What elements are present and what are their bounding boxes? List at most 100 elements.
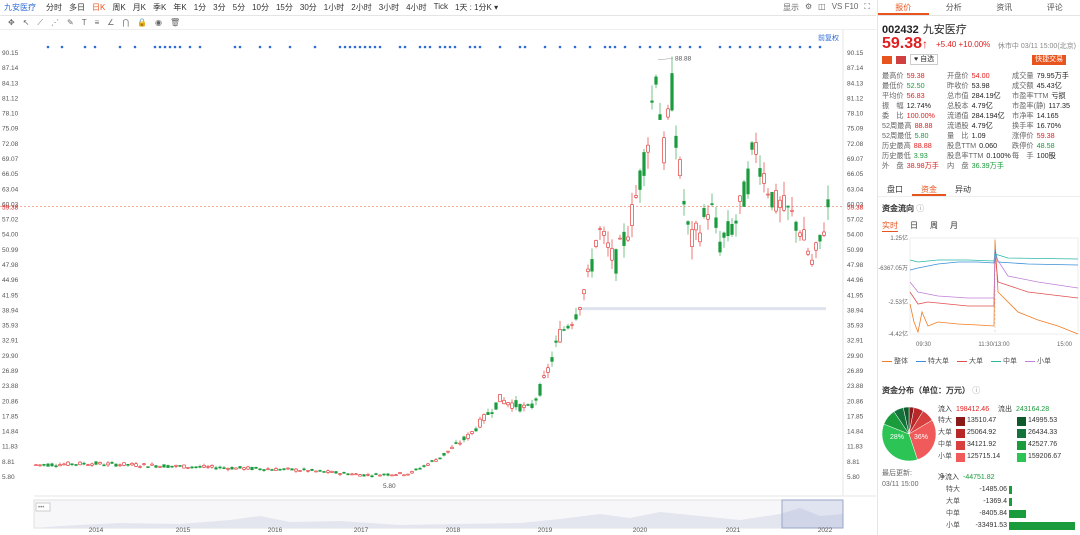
gear-icon[interactable]: ⚙ bbox=[804, 2, 813, 11]
timeframe-14[interactable]: 2小时 bbox=[351, 3, 372, 12]
event-marker[interactable] bbox=[373, 45, 377, 49]
event-marker[interactable] bbox=[808, 45, 812, 49]
event-marker[interactable] bbox=[153, 45, 157, 49]
right-tab-0[interactable]: 报价 bbox=[878, 0, 929, 15]
right-tab-2[interactable]: 资讯 bbox=[996, 3, 1013, 12]
event-marker[interactable] bbox=[158, 45, 162, 49]
crosshair-icon[interactable]: ✥ bbox=[8, 18, 15, 27]
navigator-window[interactable] bbox=[781, 499, 844, 529]
timeframe-10[interactable]: 10分 bbox=[252, 3, 269, 12]
event-marker[interactable] bbox=[738, 45, 742, 49]
lock-icon[interactable]: 🔒 bbox=[137, 18, 147, 27]
timeframe-7[interactable]: 1分 bbox=[193, 3, 207, 12]
timeframe-9[interactable]: 5分 bbox=[232, 3, 246, 12]
compare-marks[interactable]: VS F10 bbox=[831, 2, 859, 11]
event-marker[interactable] bbox=[358, 45, 362, 49]
event-marker[interactable] bbox=[448, 45, 452, 49]
event-marker[interactable] bbox=[798, 45, 802, 49]
event-marker[interactable] bbox=[288, 45, 292, 49]
flow-tab-2[interactable]: 周 bbox=[930, 221, 938, 230]
event-marker[interactable] bbox=[543, 45, 547, 49]
fullscreen-icon[interactable]: ⛶ bbox=[864, 2, 870, 11]
line-tool-icon[interactable]: ⟋ bbox=[37, 17, 44, 27]
event-marker[interactable] bbox=[268, 45, 272, 49]
event-marker[interactable] bbox=[603, 45, 607, 49]
event-marker[interactable] bbox=[118, 45, 122, 49]
timeframe-5[interactable]: 季K bbox=[153, 3, 167, 12]
event-marker[interactable] bbox=[478, 45, 482, 49]
event-marker[interactable] bbox=[378, 45, 382, 49]
event-marker[interactable] bbox=[688, 45, 692, 49]
pointer-icon[interactable]: ↖ bbox=[22, 18, 30, 27]
flow-tab-0[interactable]: 实时 bbox=[882, 221, 898, 232]
event-marker[interactable] bbox=[423, 45, 427, 49]
quick-trade-button[interactable]: 快捷交易 bbox=[1032, 54, 1067, 65]
event-marker[interactable] bbox=[498, 45, 502, 49]
trash-icon[interactable]: 🗑 bbox=[169, 18, 181, 27]
event-marker[interactable] bbox=[638, 45, 642, 49]
add-watchlist-button[interactable]: ♥ 自选 bbox=[910, 54, 939, 65]
sub-tab-2[interactable]: 异动 bbox=[955, 185, 971, 194]
event-marker[interactable] bbox=[518, 45, 522, 49]
event-marker[interactable] bbox=[778, 45, 782, 49]
event-marker[interactable] bbox=[468, 45, 472, 49]
event-marker[interactable] bbox=[473, 45, 477, 49]
timeframe-12[interactable]: 30分 bbox=[299, 3, 317, 12]
event-marker[interactable] bbox=[613, 45, 617, 49]
info-icon[interactable]: ⓘ bbox=[916, 204, 925, 213]
event-marker[interactable] bbox=[718, 45, 722, 49]
event-marker[interactable] bbox=[168, 45, 172, 49]
kline-chart-area[interactable]: 90.15 90.15 87.14 87.14 84.13 84.13 81.12 81.12… bbox=[0, 30, 876, 535]
period-select[interactable]: 1天 : 1分K ▾ bbox=[454, 3, 499, 12]
timeframe-15[interactable]: 3小时 bbox=[378, 3, 400, 12]
event-marker[interactable] bbox=[238, 45, 242, 49]
magnet-icon[interactable]: ⋂ bbox=[122, 18, 130, 27]
event-marker[interactable] bbox=[178, 45, 182, 49]
event-marker[interactable] bbox=[46, 45, 50, 49]
event-marker[interactable] bbox=[403, 45, 407, 49]
event-marker[interactable] bbox=[698, 45, 702, 49]
timeframe-8[interactable]: 3分 bbox=[213, 3, 226, 12]
timeframe-17[interactable]: Tick bbox=[433, 2, 448, 11]
event-marker[interactable] bbox=[343, 45, 347, 49]
event-marker[interactable] bbox=[788, 45, 792, 49]
timeframe-3[interactable]: 周K bbox=[112, 3, 126, 12]
event-marker[interactable] bbox=[648, 45, 652, 49]
event-marker[interactable] bbox=[428, 45, 432, 49]
event-marker[interactable] bbox=[313, 45, 317, 49]
sub-tab-0[interactable]: 盘口 bbox=[887, 185, 903, 194]
flow-tab-1[interactable]: 日 bbox=[910, 221, 918, 230]
timeframe-2[interactable]: 日K bbox=[92, 3, 106, 12]
restore-toggle[interactable]: 前复权 bbox=[818, 33, 839, 42]
event-marker[interactable] bbox=[188, 45, 192, 49]
event-marker[interactable] bbox=[668, 45, 672, 49]
event-marker[interactable] bbox=[678, 45, 682, 49]
fib-tool-icon[interactable]: ≡ bbox=[94, 18, 100, 27]
camera-icon[interactable]: ◫ bbox=[818, 2, 826, 11]
kline-chart[interactable]: 90.15 90.15 87.14 87.14 84.13 84.13 81.12 81.12… bbox=[0, 30, 876, 535]
event-marker[interactable] bbox=[418, 45, 422, 49]
timeframe-11[interactable]: 15分 bbox=[275, 3, 293, 12]
event-marker[interactable] bbox=[573, 45, 577, 49]
event-marker[interactable] bbox=[258, 45, 262, 49]
event-marker[interactable] bbox=[198, 45, 202, 49]
event-marker[interactable] bbox=[558, 45, 562, 49]
right-tab-1[interactable]: 分析 bbox=[945, 3, 962, 12]
trend-tool-icon[interactable]: ⋰ bbox=[51, 18, 60, 27]
event-marker[interactable] bbox=[353, 45, 357, 49]
flow-tab-3[interactable]: 月 bbox=[950, 221, 958, 230]
timeframe-16[interactable]: 4小时 bbox=[406, 3, 427, 12]
event-marker[interactable] bbox=[233, 45, 237, 49]
event-marker[interactable] bbox=[588, 45, 592, 49]
event-marker[interactable] bbox=[348, 45, 352, 49]
event-marker[interactable] bbox=[60, 45, 64, 49]
stock-name-tab[interactable]: 九安医疗 bbox=[4, 3, 36, 12]
event-marker[interactable] bbox=[608, 45, 612, 49]
event-marker[interactable] bbox=[173, 45, 177, 49]
event-marker[interactable] bbox=[768, 45, 772, 49]
event-marker[interactable] bbox=[623, 45, 627, 49]
text-tool-icon[interactable]: T bbox=[81, 18, 87, 27]
event-marker[interactable] bbox=[453, 45, 457, 49]
event-marker[interactable] bbox=[133, 45, 137, 49]
right-tab-3[interactable]: 评论 bbox=[1046, 3, 1063, 12]
